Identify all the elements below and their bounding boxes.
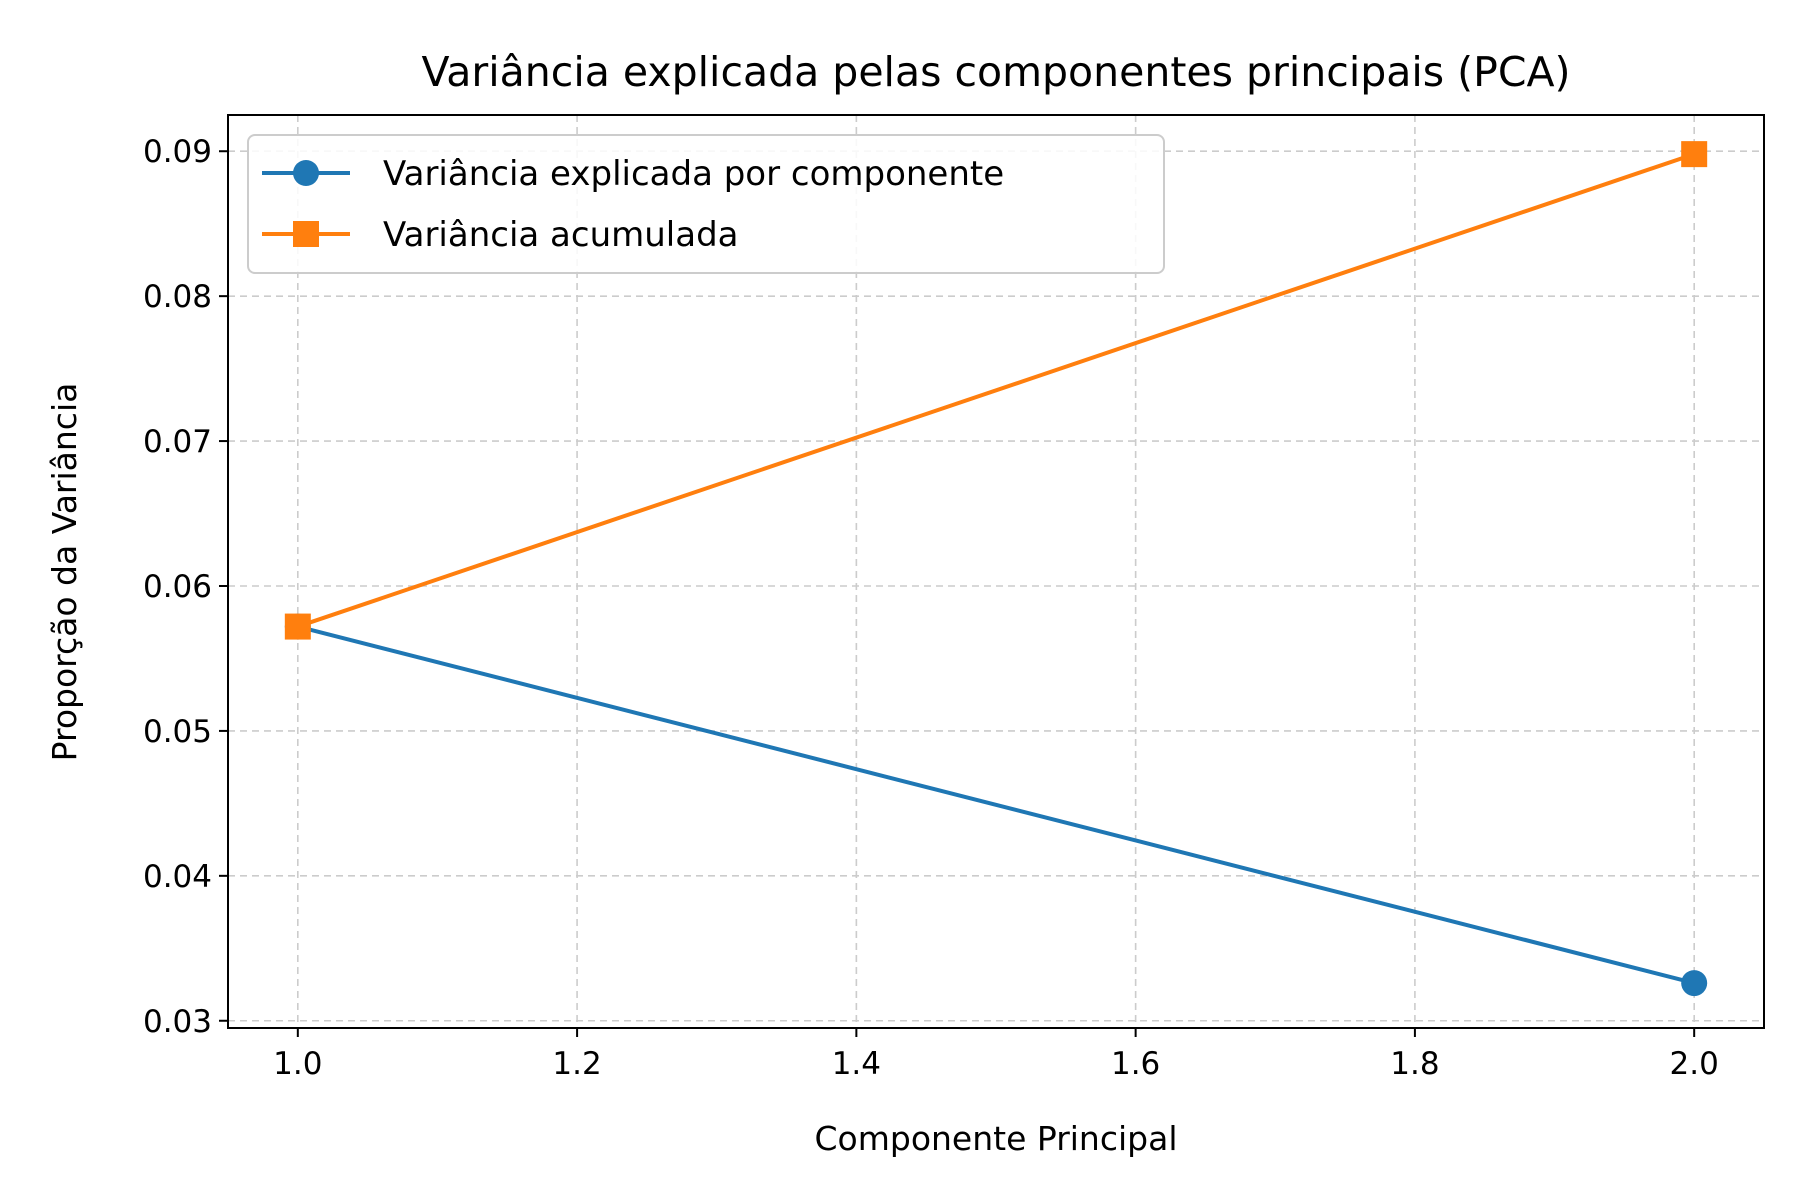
y-tick-label: 0.08 (143, 279, 212, 315)
y-axis-ticks: 0.03 0.04 0.05 0.06 0.07 0.08 0.09 (143, 134, 228, 1040)
x-axis-ticks: 1.0 1.2 1.4 1.6 1.8 2.0 (273, 1028, 1719, 1082)
x-axis-label: Componente Principal (815, 1119, 1178, 1158)
series-2 (284, 141, 1708, 640)
plot-frame (227, 114, 1765, 1029)
x-tick-label: 1.4 (832, 1046, 881, 1082)
legend-marker (293, 160, 319, 186)
legend-box (247, 134, 1165, 274)
data-point (1681, 970, 1708, 997)
y-tick-label: 0.03 (143, 1004, 212, 1040)
series-1 (284, 613, 1708, 997)
x-tick-label: 1.0 (273, 1046, 322, 1082)
y-tick-label: 0.04 (143, 859, 212, 895)
y-axis-label: Proporção da Variância (45, 383, 84, 762)
y-tick-label: 0.09 (143, 134, 212, 170)
data-point (284, 613, 311, 640)
legend-label: Variância explicada por componente (383, 154, 1004, 194)
series-line (297, 624, 1695, 986)
x-tick-label: 1.8 (1390, 1046, 1439, 1082)
legend-marker (293, 221, 319, 247)
legend: Variância explicada por componente Variân… (247, 134, 1165, 274)
y-tick-label: 0.07 (143, 424, 212, 460)
y-tick-label: 0.05 (143, 714, 212, 750)
legend-label: Variância acumulada (383, 215, 739, 255)
y-tick-label: 0.06 (143, 569, 212, 605)
series-line (297, 152, 1695, 629)
x-tick-label: 1.6 (1111, 1046, 1160, 1082)
series-layer (284, 141, 1708, 997)
legend-entry: Variância explicada por componente (262, 154, 1004, 194)
legend-entry: Variância acumulada (262, 215, 739, 255)
x-tick-label: 2.0 (1670, 1046, 1719, 1082)
x-tick-label: 1.2 (552, 1046, 601, 1082)
chart-title: Variância explicada pelas componentes pr… (421, 48, 1570, 96)
data-point (1681, 141, 1708, 168)
